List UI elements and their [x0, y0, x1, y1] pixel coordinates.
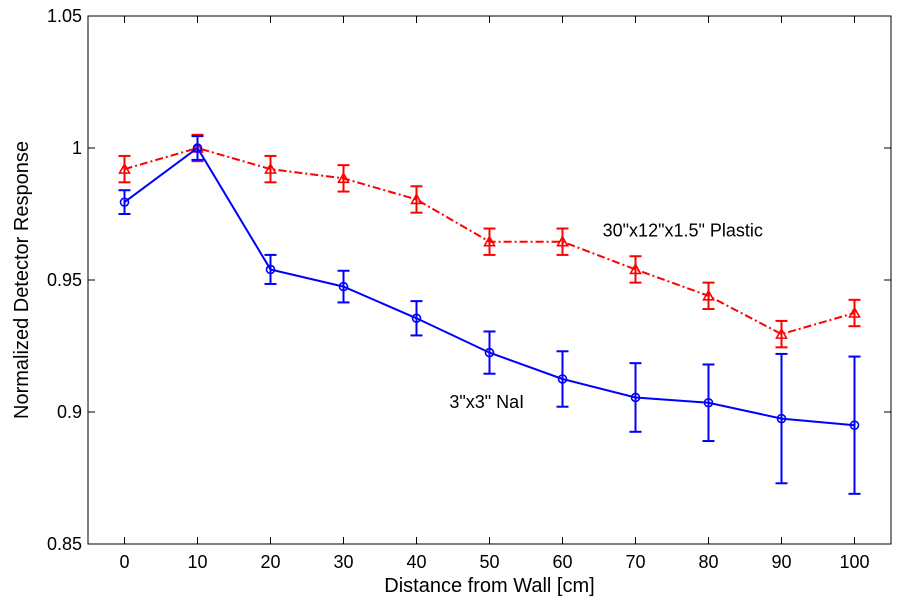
data-point-triangle [775, 327, 788, 339]
data-point-circle [119, 197, 130, 207]
data-point-circle [192, 143, 203, 153]
x-tick-label: 0 [119, 552, 129, 572]
y-tick-label: 0.9 [57, 402, 82, 422]
data-point-circle [411, 313, 422, 324]
x-tick-label: 100 [839, 552, 869, 572]
x-tick-labels: 0 10 20 30 40 50 60 70 80 90 100 [119, 552, 869, 572]
data-point-circle [776, 413, 787, 424]
x-tick-label: 80 [698, 552, 718, 572]
x-tick-label: 50 [479, 552, 499, 572]
x-tick-label: 70 [625, 552, 645, 572]
axis-ticks [88, 15, 891, 545]
series-layer [118, 133, 861, 495]
data-point-circle [849, 420, 860, 431]
annotation-plastic: 30"x12"x1.5" Plastic [603, 220, 763, 240]
data-point-triangle [118, 162, 131, 174]
y-tick-label: 0.95 [47, 270, 82, 290]
x-tick-label: 30 [333, 552, 353, 572]
plot-area [87, 15, 892, 545]
x-tick-label: 60 [552, 552, 572, 572]
y-tick-labels: 0.85 0.9 0.95 1 1.05 [47, 6, 82, 554]
x-tick-label: 10 [187, 552, 207, 572]
annotation-nai: 3"x3" NaI [449, 392, 524, 412]
data-point-circle [265, 264, 276, 275]
data-point-triangle [264, 162, 277, 174]
data-point-triangle [702, 289, 715, 301]
y-tick-label: 0.85 [47, 534, 82, 554]
data-point-circle [484, 347, 495, 358]
data-point-triangle [410, 192, 423, 205]
x-axis-label: Distance from Wall [cm] [384, 575, 594, 597]
data-point-triangle [848, 306, 861, 318]
data-point-circle [630, 392, 641, 403]
series-plastic [118, 133, 861, 349]
data-point-triangle [337, 171, 350, 184]
x-tick-label: 90 [771, 552, 791, 572]
series-nai [118, 135, 861, 495]
y-axis-label: Normalized Detector Response [11, 141, 33, 419]
data-point-triangle [556, 235, 569, 247]
data-point-circle [338, 281, 349, 292]
data-point-circle [703, 397, 714, 408]
x-tick-label: 40 [406, 552, 426, 572]
data-point-circle [557, 374, 568, 384]
data-point-triangle [483, 235, 496, 247]
data-point-triangle [629, 262, 642, 275]
x-tick-label: 20 [260, 552, 280, 572]
y-tick-label: 1 [72, 138, 82, 158]
y-tick-label: 1.05 [47, 6, 82, 26]
